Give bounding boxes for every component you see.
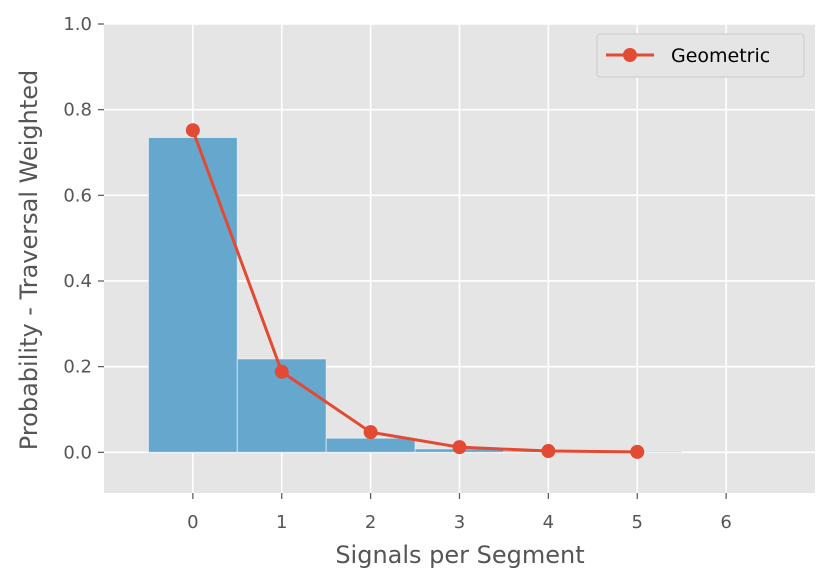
x-axis-title: Signals per Segment (335, 541, 584, 569)
x-tick-label: 6 (720, 512, 731, 533)
x-axis-ticks: 0 1 2 3 4 5 6 (187, 493, 732, 533)
legend: Geometric (596, 33, 805, 78)
series-line-geometric (191, 129, 638, 454)
series-point-geometric (452, 440, 467, 455)
y-axis-ticks: 0.0 0.2 0.4 0.6 0.8 1.0 (63, 14, 104, 463)
y-tick-label: 0.6 (63, 185, 92, 206)
histogram-bar (147, 137, 238, 453)
series-point-geometric (541, 444, 556, 459)
y-tick-label: 0.8 (63, 100, 92, 121)
x-tick-label: 0 (187, 512, 198, 533)
legend-box (596, 33, 805, 78)
y-tick-label: 1.0 (63, 14, 92, 35)
legend-marker (623, 48, 637, 62)
series-point-geometric (363, 425, 378, 440)
x-tick-label: 4 (543, 512, 554, 533)
x-tick-label: 2 (365, 512, 376, 533)
x-tick-label: 1 (276, 512, 287, 533)
series-point-geometric (630, 444, 645, 459)
series-point-geometric (185, 123, 200, 138)
x-tick-label: 3 (454, 512, 465, 533)
x-tick-label: 5 (632, 512, 643, 533)
legend-label-geometric: Geometric (671, 45, 770, 67)
histogram-bar (325, 437, 416, 453)
geometric-series (185, 123, 645, 459)
y-tick-label: 0.0 (63, 442, 92, 463)
y-tick-label: 0.2 (63, 357, 92, 378)
y-tick-label: 0.4 (63, 271, 92, 292)
y-axis-title: Probability - Traversal Weighted (15, 70, 43, 450)
series-point-geometric (274, 364, 289, 379)
